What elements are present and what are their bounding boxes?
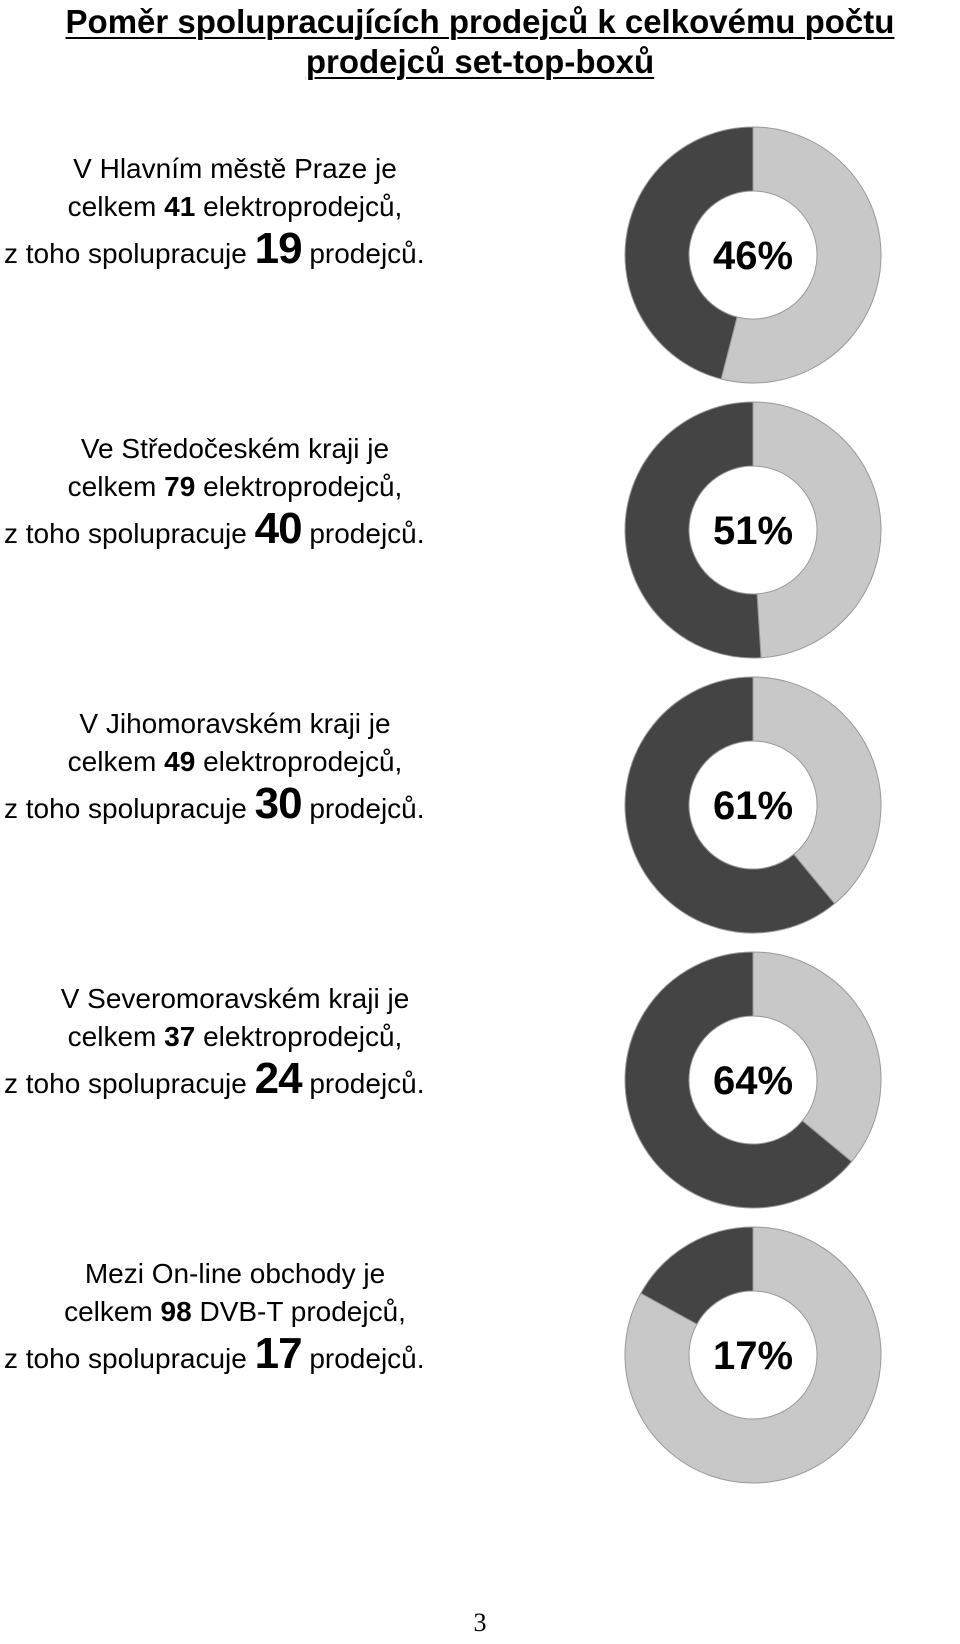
coop-prefix: z toho spolupracuje (4, 1343, 255, 1374)
title-line-2: prodejců set-top-boxů (305, 43, 655, 80)
region-text: Ve Středočeském kraji je (80, 433, 390, 464)
donut-chart: 17% (624, 1226, 882, 1484)
total-prefix: celkem (67, 191, 165, 222)
cooperating-line: z toho spolupracuje 24 prodejců. (0, 1057, 504, 1103)
coop-prefix: z toho spolupracuje (4, 518, 255, 549)
slice-other (624, 1226, 882, 1484)
donut-chart: 61% (624, 676, 882, 934)
total-prefix: celkem (64, 1296, 161, 1327)
title-line-1: Poměr spolupracujících prodejců k celkov… (65, 3, 895, 40)
coop-suffix: prodejců. (301, 1068, 425, 1099)
slice-cooperating (640, 1226, 754, 1325)
total-value: 98 (160, 1296, 192, 1327)
slice-other (752, 401, 882, 659)
cooperating-value: 40 (254, 504, 303, 553)
chart-row: V Hlavním městě Praze je celkem 41 elektr… (0, 120, 960, 390)
total-value: 49 (164, 746, 196, 777)
cooperating-value: 30 (254, 779, 303, 828)
total-value: 79 (164, 471, 196, 502)
total-suffix: elektroprodejců, (195, 471, 403, 502)
total-suffix: elektroprodejců, (195, 1021, 403, 1052)
cooperating-value: 17 (254, 1329, 303, 1378)
chart-row: V Severomoravském kraji je celkem 37 elek… (0, 945, 960, 1215)
total-line: celkem 79 elektroprodejců, (0, 468, 470, 506)
page-title: Poměr spolupracujících prodejců k celkov… (0, 2, 960, 82)
region-text: V Severomoravském kraji je (60, 983, 410, 1014)
total-value: 41 (164, 191, 196, 222)
donut-chart: 64% (624, 951, 882, 1209)
cooperating-line: z toho spolupracuje 40 prodejců. (0, 507, 504, 553)
cooperating-value: 24 (254, 1054, 303, 1103)
chart-row: Mezi On-line obchody je celkem 98 DVB-T p… (0, 1220, 960, 1490)
total-suffix: DVB-T prodejců, (191, 1296, 406, 1327)
coop-prefix: z toho spolupracuje (4, 793, 255, 824)
slice-cooperating (624, 126, 754, 380)
coop-prefix: z toho spolupracuje (4, 1068, 255, 1099)
region-text: Mezi On-line obchody je (84, 1258, 386, 1289)
slice-cooperating (624, 401, 762, 659)
chart-row: V Jihomoravském kraji je celkem 49 elektr… (0, 670, 960, 940)
total-line: celkem 49 elektroprodejců, (0, 743, 470, 781)
total-prefix: celkem (67, 471, 165, 502)
cooperating-value: 19 (254, 224, 303, 273)
coop-suffix: prodejců. (301, 1343, 425, 1374)
total-prefix: celkem (67, 746, 165, 777)
coop-suffix: prodejců. (301, 238, 425, 269)
cooperating-line: z toho spolupracuje 17 prodejců. (0, 1332, 504, 1378)
page-number: 3 (473, 1608, 487, 1637)
region-text: V Hlavním městě Praze je (73, 153, 397, 184)
coop-suffix: prodejců. (301, 518, 425, 549)
percent-label: 64% (713, 1059, 793, 1103)
slice-other (720, 126, 882, 384)
slice-other (752, 951, 882, 1163)
donut-chart: 46% (624, 126, 882, 384)
total-value: 37 (164, 1021, 196, 1052)
percent-label: 17% (713, 1334, 793, 1378)
total-line: celkem 98 DVB-T prodejců, (0, 1293, 470, 1331)
total-suffix: elektroprodejců, (195, 191, 403, 222)
region-text: V Jihomoravském kraji je (79, 708, 391, 739)
slice-cooperating (624, 951, 853, 1209)
percent-label: 46% (713, 234, 793, 278)
total-prefix: celkem (67, 1021, 165, 1052)
slice-cooperating (624, 676, 836, 934)
donut-chart: 51% (624, 401, 882, 659)
percent-label: 51% (713, 509, 793, 553)
coop-prefix: z toho spolupracuje (4, 238, 255, 269)
total-line: celkem 37 elektroprodejců, (0, 1018, 470, 1056)
chart-row: Ve Středočeském kraji je celkem 79 elektr… (0, 395, 960, 665)
coop-suffix: prodejců. (301, 793, 425, 824)
slice-other (752, 676, 882, 905)
cooperating-line: z toho spolupracuje 30 prodejců. (0, 782, 504, 828)
total-line: celkem 41 elektroprodejců, (0, 188, 470, 226)
percent-label: 61% (713, 784, 793, 828)
cooperating-line: z toho spolupracuje 19 prodejců. (0, 227, 504, 273)
total-suffix: elektroprodejců, (195, 746, 403, 777)
